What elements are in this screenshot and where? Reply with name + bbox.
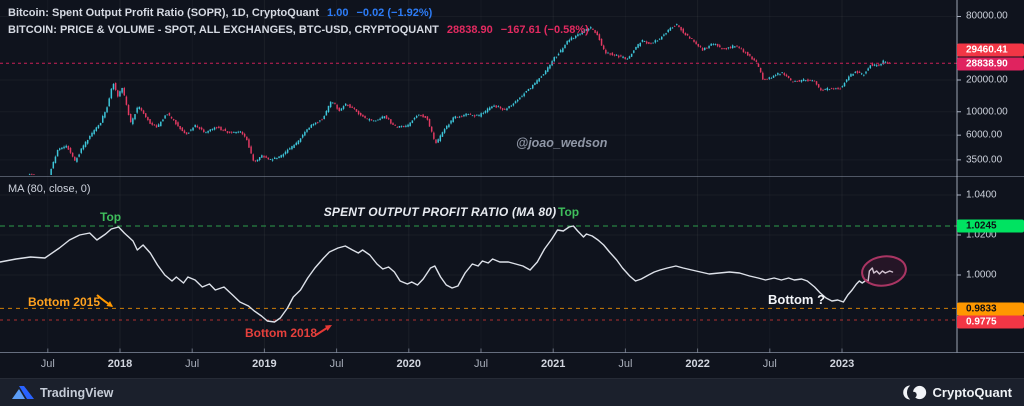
tradingview-attribution[interactable]: TradingView bbox=[12, 385, 113, 400]
annotation-bottom-2015: Bottom 2015 bbox=[28, 295, 101, 309]
time-label-2021: 2021 bbox=[540, 358, 566, 370]
footer-bar: TradingView CryptoQuant bbox=[0, 378, 1024, 406]
cryptoquant-brand: CryptoQuant bbox=[902, 384, 1012, 401]
time-label-2018: 2018 bbox=[107, 358, 133, 370]
sopr-badge-bottom-2018: 0.9775 bbox=[957, 315, 1024, 328]
ma-indicator-label[interactable]: MA (80, close, 0) bbox=[8, 183, 91, 195]
sopr-line-series bbox=[0, 225, 894, 323]
sopr-tick-label: 1.0400 bbox=[966, 189, 997, 201]
price-tick-label: 10000.00 bbox=[966, 106, 1008, 118]
cryptoquant-logo-icon bbox=[902, 385, 926, 400]
price-badge-high: 29460.41 bbox=[957, 43, 1024, 57]
time-label-2020: 2020 bbox=[396, 358, 422, 370]
legend-row-price[interactable]: BITCOIN: PRICE & VOLUME - SPOT, ALL EXCH… bbox=[8, 24, 589, 36]
sopr-badge-bottom-2015: 0.9833 bbox=[957, 302, 1024, 315]
legend-sopr-value: 1.00 bbox=[327, 7, 349, 19]
tradingview-label: TradingView bbox=[40, 385, 114, 400]
time-label-jul: Jul bbox=[473, 358, 489, 370]
gridlines bbox=[119, 0, 843, 353]
legend-sopr-change: −0.02 (−1.92%) bbox=[356, 7, 433, 19]
price-tick-label: 3500.00 bbox=[966, 154, 1003, 166]
chart-canvas[interactable] bbox=[0, 0, 1024, 378]
time-label-jul: Jul bbox=[185, 358, 200, 370]
bottom-2015-arrow bbox=[96, 294, 113, 307]
annotation-bottom-question: Bottom ? bbox=[768, 292, 826, 307]
sopr-tick-label: 1.0000 bbox=[966, 269, 997, 281]
time-label-jul: Jul bbox=[618, 358, 633, 370]
legend-price-label: BITCOIN: PRICE & VOLUME - SPOT, ALL EXCH… bbox=[8, 24, 439, 36]
price-tick-label: 80000.00 bbox=[966, 10, 1008, 22]
candlestick-series bbox=[28, 23, 891, 175]
time-label-jul: Jul bbox=[329, 358, 344, 370]
highlight-ellipse bbox=[861, 255, 907, 287]
bottom-2018-arrow bbox=[315, 325, 332, 336]
scale-tick-marks bbox=[47, 15, 961, 353]
legend-price-value: 28838.90 bbox=[446, 24, 493, 36]
watermark-handle: @joao_wedson bbox=[516, 136, 608, 150]
time-label-jul: Jul bbox=[762, 358, 777, 370]
time-label-jul: Jul bbox=[40, 358, 55, 370]
legend-row-sopr[interactable]: Bitcoin: Spent Output Profit Ratio (SOPR… bbox=[8, 7, 432, 19]
sopr-tick-label: 1.0200 bbox=[966, 229, 997, 241]
annotation-top-right: Top bbox=[558, 205, 580, 219]
annotation-bottom-2018: Bottom 2018 bbox=[245, 326, 318, 340]
legend-price-change: −167.61 (−0.58%) bbox=[500, 24, 589, 36]
annotation-top-left: Top bbox=[100, 210, 122, 224]
tradingview-logo-icon bbox=[12, 386, 34, 399]
time-label-2022: 2022 bbox=[685, 358, 710, 370]
price-badge-last: 28838.90 bbox=[957, 57, 1024, 70]
time-label-2023: 2023 bbox=[829, 358, 855, 370]
cryptoquant-label: CryptoQuant bbox=[932, 385, 1012, 400]
sopr-panel-title: SPENT OUTPUT PROFIT RATIO (MA 80) bbox=[323, 205, 557, 219]
price-tick-label: 6000.00 bbox=[966, 129, 1003, 141]
sopr-badge-top: 1.0245 bbox=[957, 219, 1024, 233]
price-tick-label: 20000.00 bbox=[966, 74, 1008, 86]
time-label-2019: 2019 bbox=[252, 358, 277, 370]
legend-sopr-label: Bitcoin: Spent Output Profit Ratio (SOPR… bbox=[8, 7, 320, 19]
